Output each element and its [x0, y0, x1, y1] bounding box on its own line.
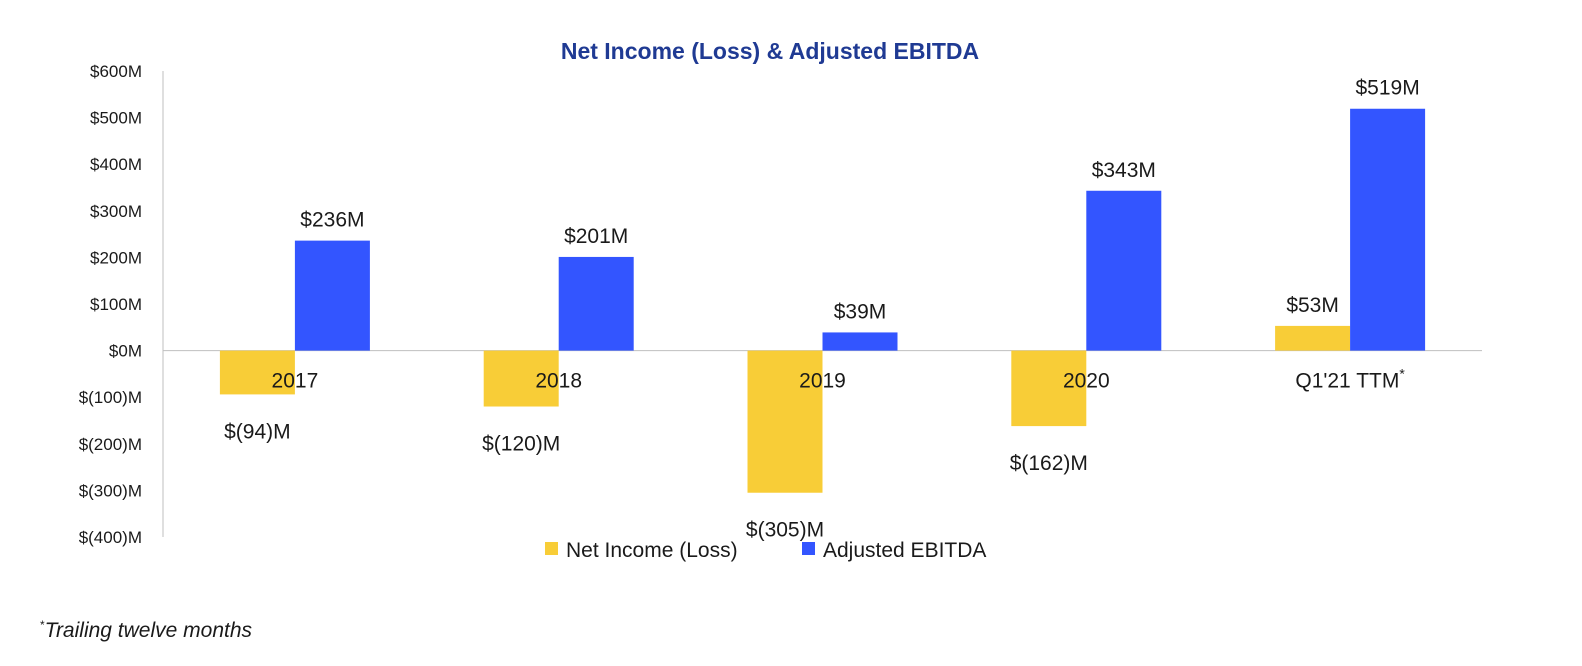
- data-label: $39M: [834, 300, 887, 323]
- legend-net-income-swatch: [545, 542, 558, 555]
- y-tick-label: $500M: [90, 109, 142, 128]
- bars: [219, 108, 1426, 493]
- x-tick-superscript: *: [1399, 366, 1405, 382]
- y-tick-label: $(300)M: [79, 481, 142, 500]
- y-tick-label: $600M: [90, 62, 142, 81]
- legend-adjusted-ebitda-label: Adjusted EBITDA: [823, 539, 986, 562]
- data-label: $(162)M: [1010, 452, 1088, 475]
- bar-net-income-3: [1011, 350, 1087, 427]
- y-tick-label: $200M: [90, 248, 142, 267]
- x-tick-label: 2020: [1063, 370, 1110, 393]
- y-tick-label: $300M: [90, 202, 142, 221]
- data-label: $343M: [1092, 159, 1156, 182]
- x-tick-label: 2017: [272, 370, 319, 393]
- y-tick-label: $400M: [90, 155, 142, 174]
- y-tick-label: $(100)M: [79, 388, 142, 407]
- footnote-text: Trailing twelve months: [44, 619, 253, 642]
- bar-adjusted-ebitda-2: [822, 332, 898, 351]
- x-tick-label: 2019: [799, 370, 846, 393]
- x-tick-label: 2018: [535, 370, 582, 393]
- bar-chart: Net Income (Loss) & Adjusted EBITDA $600…: [79, 38, 1482, 562]
- y-tick-label: $(200)M: [79, 435, 142, 454]
- x-tick-label: Q1'21 TTM*: [1295, 366, 1405, 393]
- x-axis-labels: 2017 2018 2019 2020 Q1'21 TTM*: [272, 366, 1406, 393]
- data-labels: $(94)M $236M $(120)M $201M $(305)M $39M $(162)…: [224, 77, 1420, 542]
- legend-adjusted-ebitda-swatch: [802, 542, 815, 555]
- data-label: $(94)M: [224, 420, 291, 443]
- data-label: $(120)M: [482, 433, 560, 456]
- footnote: *Trailing twelve months: [40, 618, 252, 643]
- y-tick-label: $(400)M: [79, 528, 142, 547]
- bar-adjusted-ebitda-4: [1350, 108, 1426, 351]
- legend: Net Income (Loss) Adjusted EBITDA: [545, 539, 986, 562]
- legend-net-income-label: Net Income (Loss): [566, 539, 738, 562]
- bar-net-income-1: [483, 350, 559, 407]
- y-tick-label: $100M: [90, 295, 142, 314]
- bar-adjusted-ebitda-1: [558, 256, 634, 351]
- data-label: $519M: [1355, 77, 1419, 100]
- footnote-marker: *: [40, 618, 45, 632]
- bar-net-income-2: [747, 350, 823, 493]
- y-tick-label: $0M: [109, 342, 142, 361]
- data-label: $(305)M: [746, 519, 824, 542]
- data-label: $236M: [300, 209, 364, 232]
- chart-title: Net Income (Loss) & Adjusted EBITDA: [561, 38, 979, 64]
- bar-adjusted-ebitda-0: [294, 240, 370, 351]
- data-label: $201M: [564, 225, 628, 248]
- bar-net-income-0: [219, 350, 295, 395]
- data-label: $53M: [1286, 294, 1339, 317]
- bar-adjusted-ebitda-3: [1086, 190, 1162, 351]
- y-axis: $600M $500M $400M $300M $200M $100M $0M $(100)M…: [79, 62, 1482, 547]
- bar-net-income-4: [1275, 325, 1351, 351]
